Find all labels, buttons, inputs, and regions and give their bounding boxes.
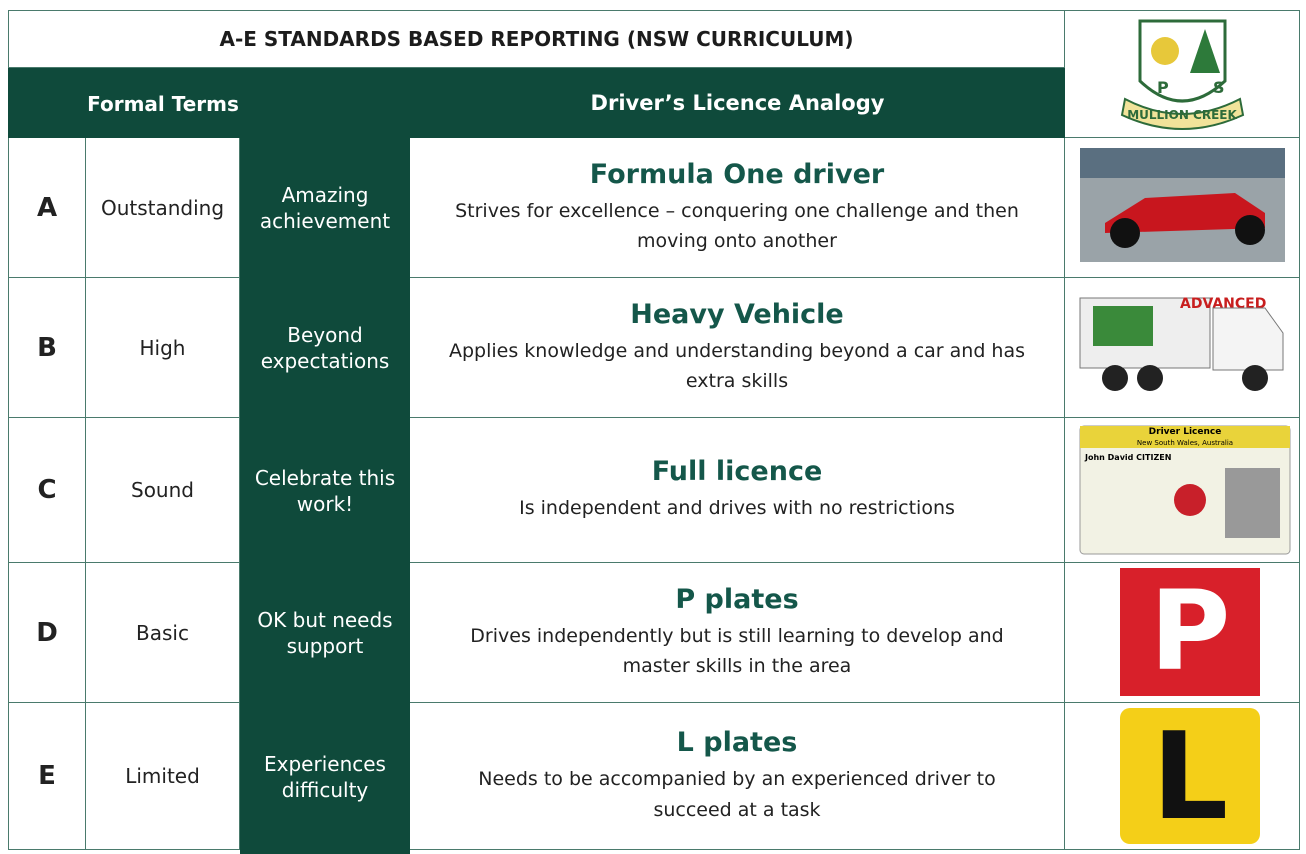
illustration: Driver Licence New South Wales, Australi… bbox=[1079, 425, 1291, 555]
analogy-cell: L plates Needs to be accompanied by an ex… bbox=[410, 703, 1065, 850]
logo-cell: P S MULLION CREEK bbox=[1065, 10, 1300, 138]
phrase: Amazing achievement bbox=[259, 183, 391, 233]
grade: A bbox=[8, 138, 86, 278]
analogy-heading: L plates bbox=[676, 727, 798, 759]
formal-terms-header: Formal Terms bbox=[87, 92, 239, 116]
title: A-E STANDARDS BASED REPORTING (NSW CURRI… bbox=[8, 10, 1065, 68]
illustration: P bbox=[1120, 567, 1260, 696]
grade: C bbox=[8, 418, 86, 563]
term: Outstanding bbox=[86, 138, 240, 278]
analogy-heading: P plates bbox=[675, 583, 799, 615]
p-plate-letter: P bbox=[1150, 567, 1231, 695]
phrase: Celebrate this work! bbox=[254, 465, 396, 516]
term: Sound bbox=[86, 418, 240, 563]
term: Basic bbox=[86, 563, 240, 703]
analogy-description: Needs to be accompanied by an experience… bbox=[478, 768, 996, 821]
licence-state: New South Wales, Australia bbox=[1137, 439, 1233, 447]
illustration: L bbox=[1120, 708, 1260, 847]
logo-right: S bbox=[1213, 78, 1225, 97]
analogy-heading: Full licence bbox=[651, 456, 823, 488]
licence-name: John David CITIZEN bbox=[1084, 453, 1171, 462]
phrase: Experiences difficulty bbox=[264, 751, 386, 802]
image-cell: Driver Licence New South Wales, Australi… bbox=[1065, 418, 1300, 563]
analogy-cell: P plates Drives independently but is stil… bbox=[410, 563, 1065, 703]
analogy-heading: Heavy Vehicle bbox=[630, 298, 844, 330]
header-band bbox=[8, 68, 1065, 138]
image-cell bbox=[1065, 138, 1300, 278]
grade: E bbox=[8, 703, 86, 850]
analogy-description: Applies knowledge and understanding beyo… bbox=[448, 339, 1026, 392]
term: High bbox=[86, 278, 240, 418]
analogy-heading: Formula One driver bbox=[589, 158, 885, 190]
analogy-header: Driver’s Licence Analogy bbox=[590, 91, 885, 115]
analogy-cell: Formula One driver Strives for excellence… bbox=[410, 138, 1065, 278]
image-cell: ADVANCED bbox=[1065, 278, 1300, 418]
grade: B bbox=[8, 278, 86, 418]
licence-title: Driver Licence bbox=[1149, 427, 1222, 437]
illustration bbox=[1080, 148, 1285, 262]
analogy-cell: Full licence Is independent and drives wi… bbox=[410, 418, 1065, 563]
analogy-description: Strives for excellence – conquering one … bbox=[455, 199, 1019, 252]
analogy-description: Is independent and drives with no restri… bbox=[519, 497, 955, 520]
phrase: Beyond expectations bbox=[260, 323, 390, 373]
phrase-column bbox=[240, 138, 410, 854]
logo-left: P bbox=[1157, 78, 1169, 97]
grade: D bbox=[8, 563, 86, 703]
image-cell: P bbox=[1065, 563, 1300, 703]
analogy-cell: Heavy Vehicle Applies knowledge and under… bbox=[410, 278, 1065, 418]
phrase: OK but needs support bbox=[257, 608, 393, 658]
l-plate-letter: L bbox=[1152, 708, 1228, 847]
illustration: ADVANCED bbox=[1079, 296, 1284, 391]
image-cell: L bbox=[1065, 703, 1300, 850]
term: Limited bbox=[86, 703, 240, 850]
logo-banner: MULLION CREEK bbox=[1127, 108, 1237, 122]
logo: P S MULLION CREEK bbox=[1120, 19, 1245, 130]
analogy-description: Drives independently but is still learni… bbox=[470, 624, 1004, 677]
